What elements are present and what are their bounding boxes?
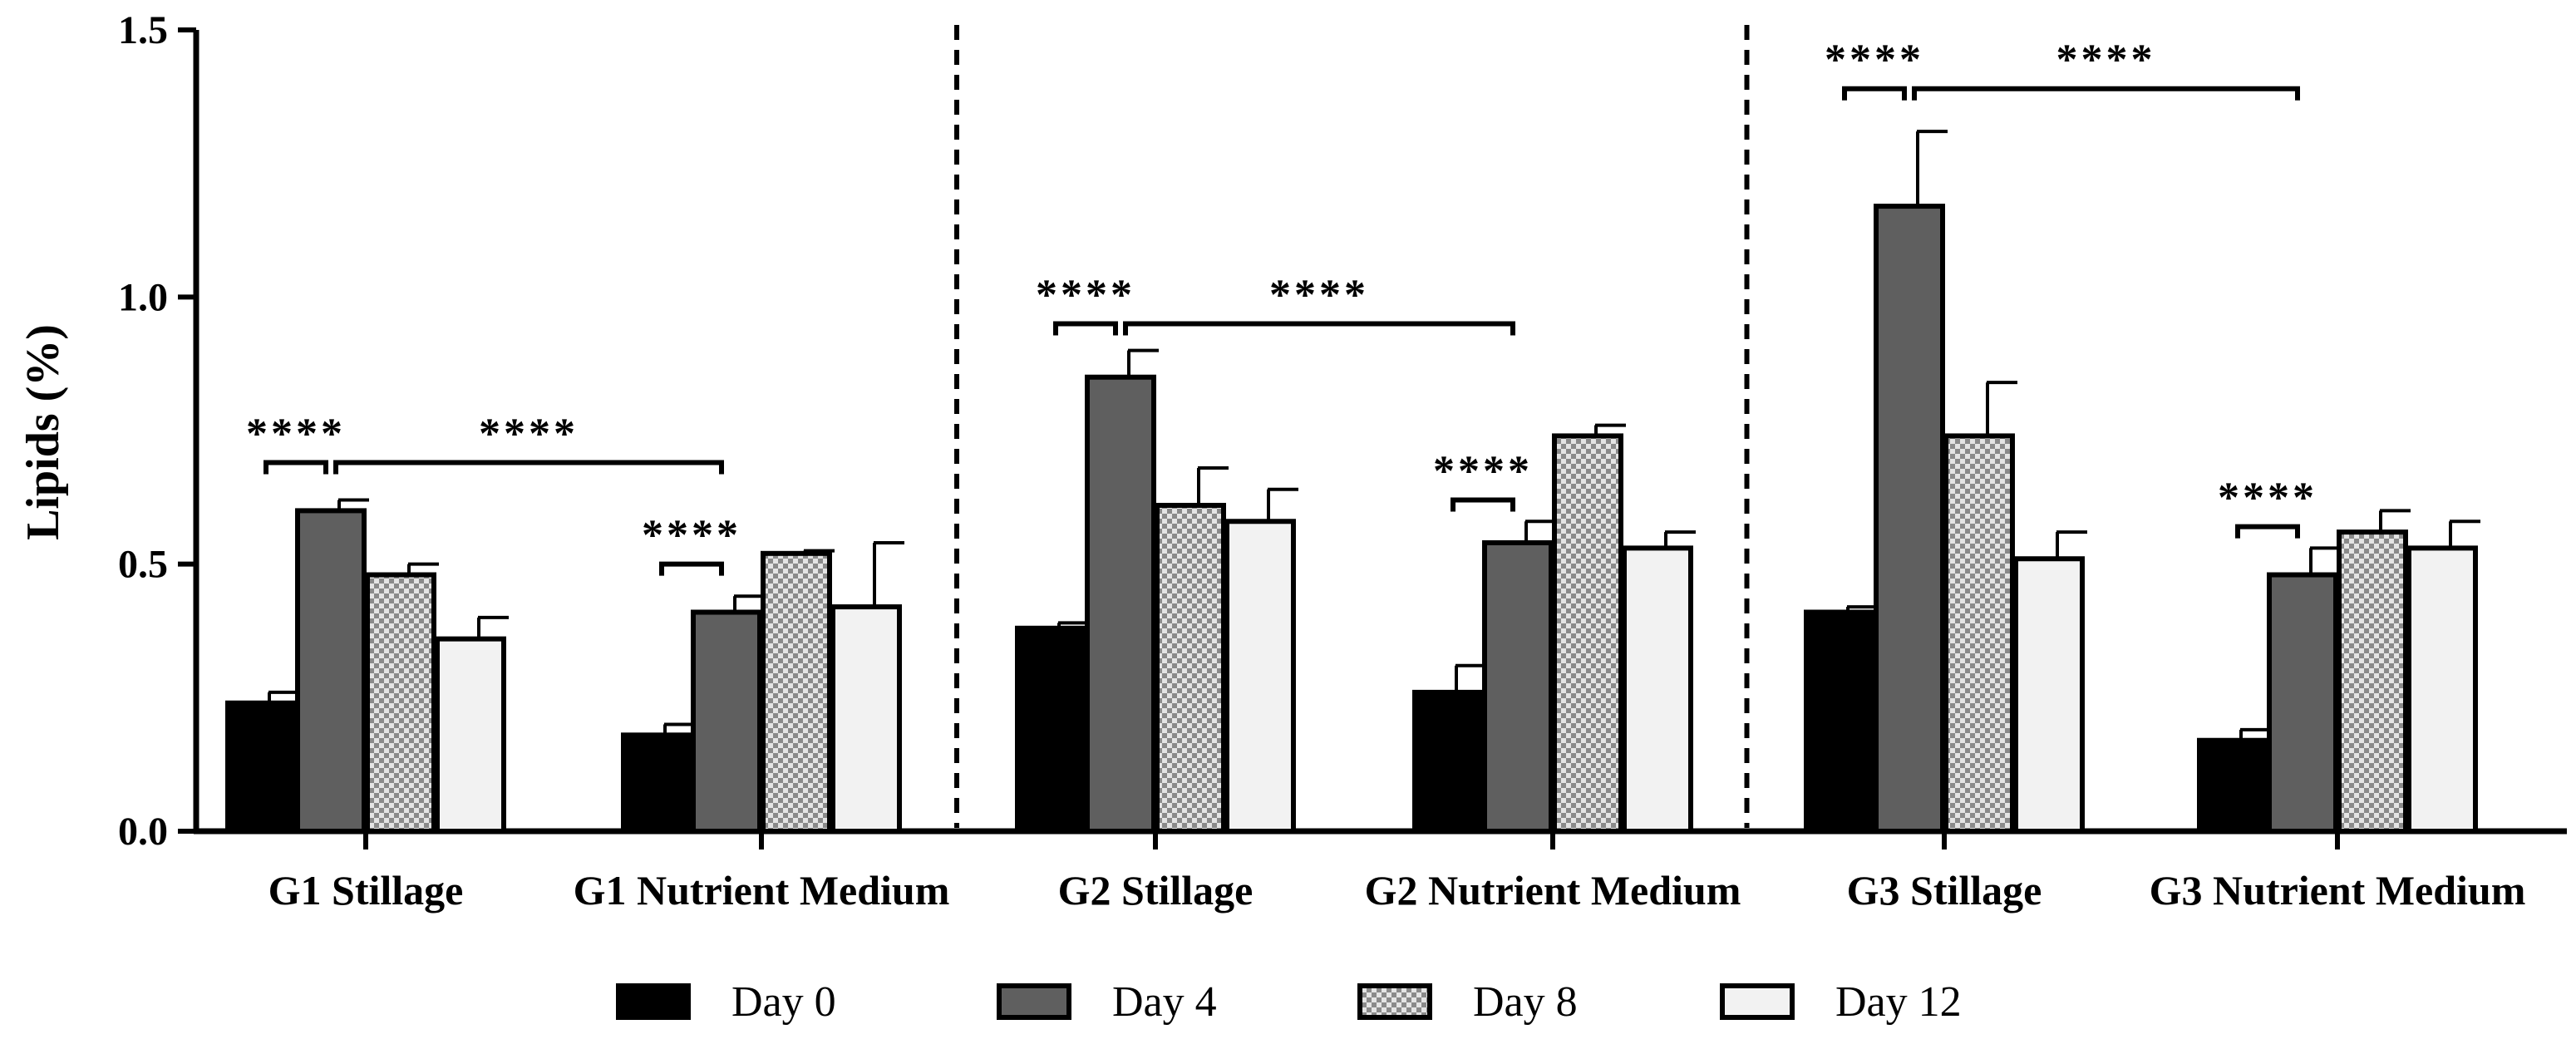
significance-label: ****: [1433, 448, 1533, 495]
significance-bracket: [1842, 86, 1907, 101]
legend-swatch: [997, 983, 1071, 1020]
bar-day-12: [435, 636, 506, 835]
legend-swatch: [616, 983, 691, 1020]
significance-label: ****: [1036, 271, 1135, 318]
legend-swatch: [1720, 983, 1795, 1020]
significance-label: ****: [1269, 271, 1369, 318]
y-tick-label: 1.5: [118, 8, 168, 52]
significance-bracket: [1912, 86, 2300, 101]
bar-day-4: [1085, 374, 1156, 834]
bar-day-8: [365, 572, 436, 835]
x-category-label: G2 Stillage: [1058, 867, 1254, 914]
bar-day-4: [1874, 204, 1945, 834]
significance-label: ****: [642, 512, 741, 559]
bar-day-0: [621, 732, 692, 835]
bar-day-8: [2337, 529, 2408, 835]
bar-day-4: [295, 508, 367, 835]
significance-label: ****: [479, 411, 579, 458]
x-category-label: G1 Stillage: [268, 867, 464, 914]
bar-day-12: [2013, 556, 2085, 834]
significance-bracket: [659, 561, 724, 576]
legend-label: Day 8: [1473, 978, 1578, 1026]
bar-day-0: [1804, 609, 1875, 834]
bar-day-8: [761, 550, 832, 835]
significance-bracket: [1451, 497, 1515, 512]
bar-day-8: [1943, 433, 2015, 835]
significance-bracket: [2235, 524, 2300, 539]
bar-day-4: [691, 609, 762, 834]
significance-bracket: [1123, 321, 1515, 336]
bar-day-12: [1224, 519, 1296, 835]
x-category-label: G2 Nutrient Medium: [1365, 867, 1741, 914]
y-axis-label: Lipids (%): [17, 324, 69, 540]
x-category-label: G3 Stillage: [1847, 867, 2042, 914]
significance-bracket: [1053, 321, 1118, 336]
bar-day-12: [2406, 545, 2478, 834]
legend-label: Day 12: [1835, 978, 1962, 1026]
bar-day-0: [1412, 689, 1484, 835]
y-tick-label: 0.0: [118, 810, 168, 854]
x-category-label: G3 Nutrient Medium: [2150, 867, 2526, 914]
legend-swatch: [1357, 983, 1432, 1020]
y-tick-label: 1.0: [118, 275, 168, 319]
bar-day-0: [225, 700, 297, 835]
bar-day-8: [1155, 502, 1226, 834]
legend-label: Day 4: [1112, 978, 1217, 1026]
bar-day-0: [1015, 625, 1086, 835]
bar-day-12: [1622, 545, 1693, 834]
significance-bracket: [333, 460, 724, 475]
x-category-label: G1 Nutrient Medium: [574, 867, 950, 914]
legend-label: Day 0: [731, 978, 836, 1026]
bar-day-4: [2267, 572, 2338, 835]
significance-label: ****: [246, 411, 346, 458]
bar-day-4: [1482, 539, 1554, 835]
bar-day-12: [830, 604, 902, 835]
bar-day-8: [1552, 433, 1623, 835]
significance-label: ****: [1825, 37, 1924, 84]
significance-label: ****: [2218, 475, 2317, 522]
significance-label: ****: [2056, 37, 2156, 84]
significance-bracket: [264, 460, 328, 475]
y-tick-label: 0.5: [118, 543, 168, 587]
bar-day-0: [2197, 737, 2268, 834]
